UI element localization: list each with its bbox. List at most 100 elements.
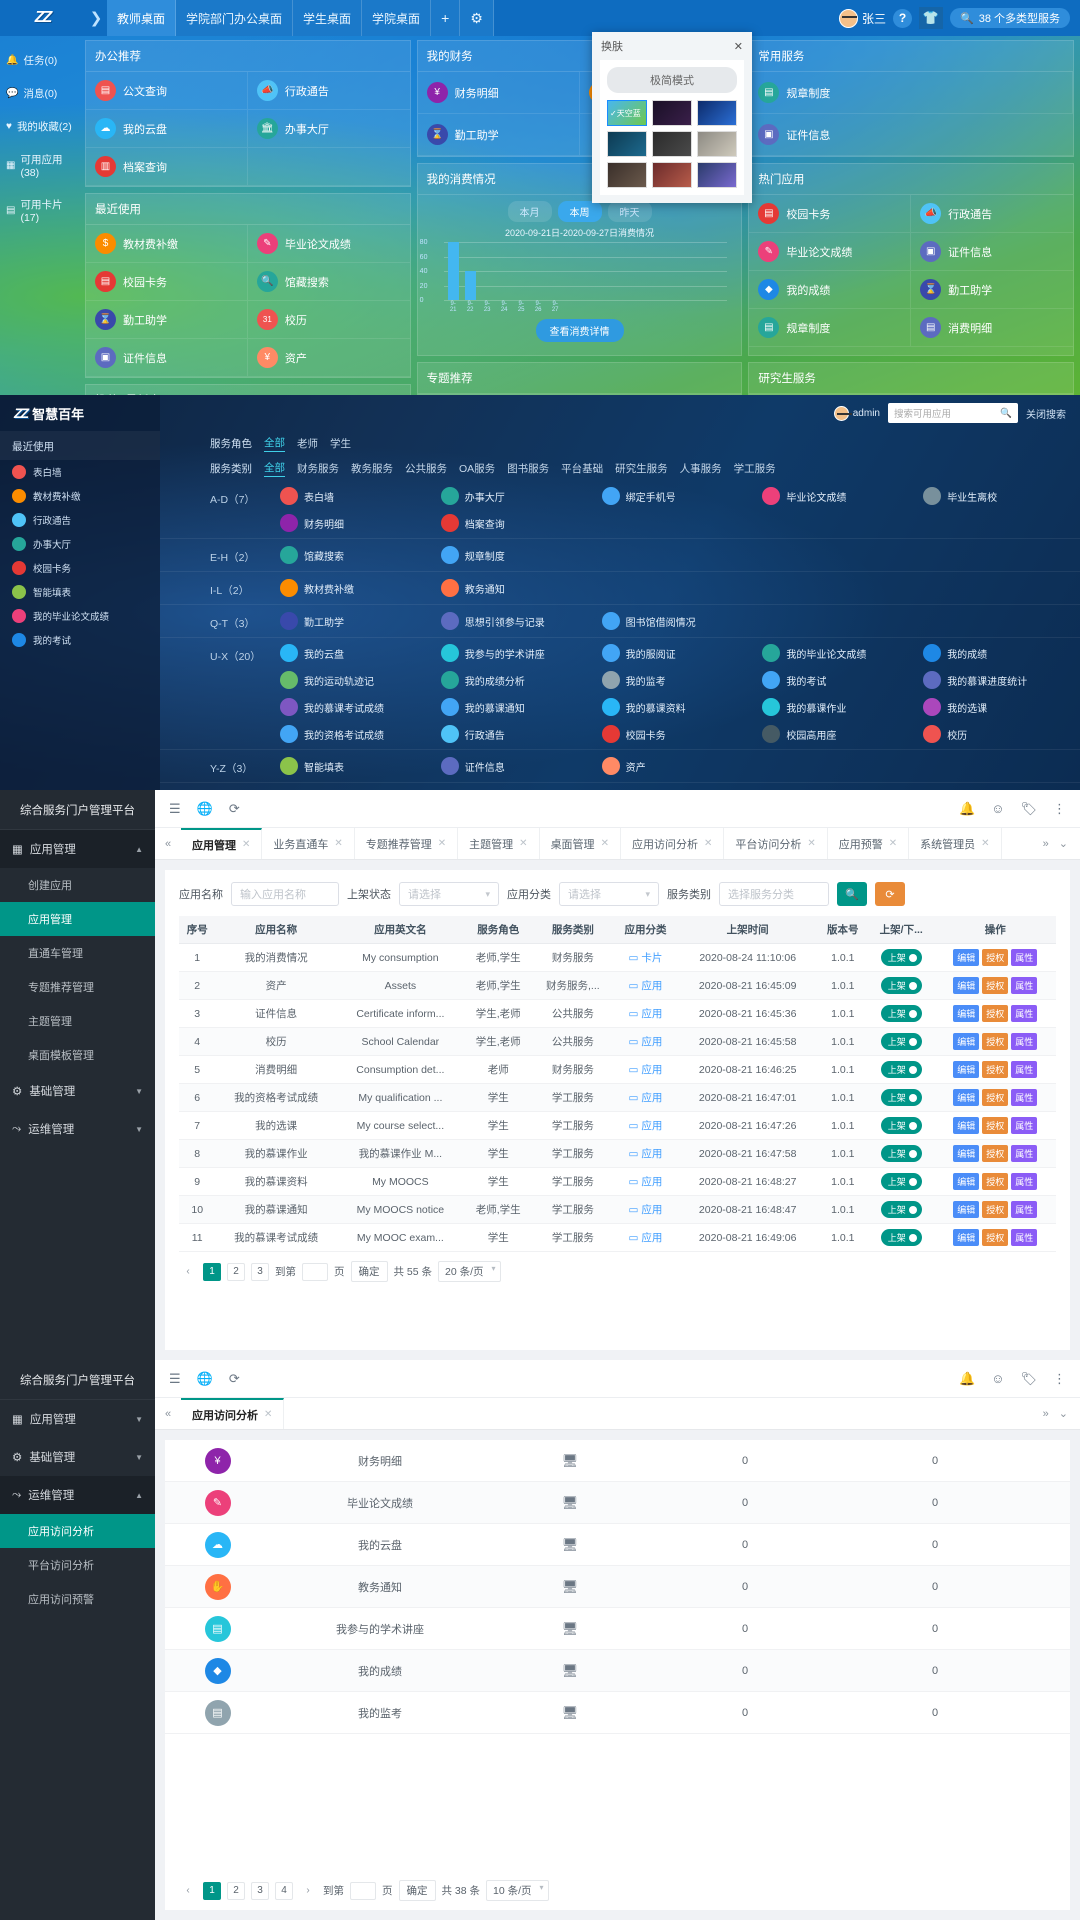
close-icon[interactable]: ✕ (242, 839, 251, 850)
sidebar-item-available-cards[interactable]: ▤ 可用卡片(17) (0, 188, 85, 233)
skin-swatch-8[interactable] (697, 162, 737, 188)
close-icon[interactable]: ✕ (334, 838, 343, 849)
range-week[interactable]: 本周 (557, 201, 602, 222)
filter-category-5[interactable]: 图书服务 (507, 463, 550, 475)
range-yesterday[interactable]: 昨天 (607, 201, 652, 222)
app-item[interactable]: 我的慕课考试成绩 (280, 698, 437, 716)
face-icon[interactable]: ☺ (991, 1370, 1005, 1386)
shelf-toggle[interactable]: 上架 (880, 1033, 922, 1050)
page-size-select[interactable]: 20 条/页 (438, 1261, 501, 1282)
app-consume-hot[interactable]: ▤ 消费明细 (911, 309, 1074, 347)
app-item[interactable]: 智能填表 (280, 756, 437, 776)
op-edit[interactable]: 编辑 (953, 949, 980, 966)
tab-1[interactable]: 业务直通车 ✕ (262, 828, 355, 859)
op-attribute[interactable]: 属性 (1011, 1229, 1038, 1246)
shelf-toggle[interactable]: 上架 (880, 1061, 922, 1078)
bar[interactable] (464, 271, 476, 300)
app-item[interactable]: 我的资格考试成绩 (280, 725, 437, 743)
cell-shelf[interactable]: 上架 (868, 1083, 935, 1112)
op-attribute[interactable]: 属性 (1011, 1089, 1038, 1106)
op-authorize[interactable]: 授权 (982, 1201, 1009, 1218)
table-row[interactable]: 9 我的慕课资料 My MOOCS 学生 学工服务 ▭ 应用 2020-08-21 16:4… (179, 1167, 1056, 1196)
filter-category-7[interactable]: 研究生服务 (615, 463, 668, 475)
page-size-select[interactable]: 10 条/页 (486, 1880, 549, 1901)
sidebar-item-topic-recommend[interactable]: 专题推荐管理 (28, 982, 94, 994)
brand-logo[interactable]: ZZ (0, 0, 85, 36)
globe-icon[interactable]: 🌐 (196, 1370, 213, 1386)
filter-category-9[interactable]: 学工服务 (733, 463, 776, 475)
filter-role-teacher[interactable]: 老师 (297, 438, 318, 450)
op-authorize[interactable]: 授权 (982, 1145, 1009, 1162)
cell-shelf[interactable]: 上架 (868, 1111, 935, 1140)
bar[interactable] (447, 242, 459, 300)
page-4[interactable]: 4 (275, 1881, 293, 1900)
page-2[interactable]: 2 (227, 1881, 245, 1900)
op-edit[interactable]: 编辑 (953, 1033, 980, 1050)
shelf-toggle[interactable]: 上架 (880, 1201, 922, 1218)
app-cert-info2[interactable]: ▣ 证件信息 (749, 114, 1074, 156)
bell-icon[interactable]: 🔔 (959, 1370, 976, 1386)
app-item[interactable]: 规章制度 (440, 545, 598, 565)
close-icon[interactable]: ✕ (703, 838, 713, 849)
op-attribute[interactable]: 属性 (1011, 949, 1038, 966)
app-item[interactable]: 绑定手机号 (601, 487, 759, 505)
analysis-row[interactable]: ✋ 教务通知 🖥 0 0 (165, 1566, 1070, 1608)
collapse-tabs-icon[interactable]: « (164, 837, 172, 850)
list-icon[interactable]: ☰ (169, 1370, 181, 1386)
cell-shelf[interactable]: 上架 (868, 999, 935, 1028)
tab-5[interactable]: 应用访问分析 ✕ (621, 828, 725, 859)
tab-6[interactable]: 平台访问分析 ✕ (724, 828, 828, 859)
op-edit[interactable]: 编辑 (953, 1089, 980, 1106)
service-search[interactable]: 🔍 38 个多类型服务 (950, 8, 1070, 28)
app-item[interactable]: 校园高用座 (762, 725, 919, 743)
sidebar-item-theme-management[interactable]: 主题管理 (28, 1016, 72, 1028)
op-authorize[interactable]: 授权 (982, 1229, 1009, 1246)
cell-shelf[interactable]: 上架 (868, 1055, 935, 1084)
close-search-button[interactable]: 关闭搜索 (1026, 409, 1066, 421)
shelf-toggle[interactable]: 上架 (880, 1117, 922, 1134)
recent-item[interactable]: 办事大厅 (0, 532, 160, 556)
cell-shelf[interactable]: 上架 (868, 1027, 935, 1056)
table-row[interactable]: 2 资产 Assets 老师,学生 财务服务,... ▭ 应用 2020-08-21 16:… (179, 971, 1056, 1000)
op-authorize[interactable]: 授权 (982, 1061, 1009, 1078)
app-thesis-hot[interactable]: ✎ 毕业论文成绩 (749, 233, 912, 271)
op-attribute[interactable]: 属性 (1011, 1145, 1038, 1162)
close-icon[interactable]: ✕ (733, 40, 743, 53)
filter-category-4[interactable]: OA服务 (459, 463, 496, 475)
cell-ops[interactable]: 编辑 授权 属性 (934, 971, 1056, 1000)
op-authorize[interactable]: 授权 (982, 1117, 1009, 1134)
tab-teacher-desktop[interactable]: 教师桌面 (107, 0, 177, 36)
app-rules[interactable]: ▤ 规章制度 (749, 72, 1074, 114)
app-archive[interactable]: ▥ 档案查询 (86, 148, 248, 186)
sidebar-item-app-management[interactable]: 应用管理 (0, 902, 155, 936)
op-attribute[interactable]: 属性 (1011, 1117, 1038, 1134)
shelf-toggle[interactable]: 上架 (880, 1173, 922, 1190)
tab-app-access-analysis[interactable]: 应用访问分析 ✕ (181, 1398, 285, 1429)
tab-college-office-desktop[interactable]: 学院部门办公桌面 (176, 0, 294, 36)
app-name-input[interactable]: 输入应用名称 (231, 882, 339, 906)
skin-swatch-7[interactable] (652, 162, 692, 188)
sidebar-group-app-management[interactable]: ▦ 应用管理 ▼ (0, 1400, 155, 1438)
recent-item[interactable]: 教材费补缴 (0, 484, 160, 508)
app-item[interactable]: 勤工助学 (280, 611, 437, 631)
recent-item[interactable]: 表白墙 (0, 460, 160, 484)
app-item[interactable]: 我的监考 (601, 671, 759, 689)
cell-shelf[interactable]: 上架 (868, 943, 935, 972)
app-hall[interactable]: 🏛 办事大厅 (247, 110, 410, 148)
close-icon[interactable]: ✕ (519, 838, 528, 849)
shelf-toggle[interactable]: 上架 (880, 1089, 922, 1106)
recent-item[interactable]: 行政通告 (0, 508, 160, 532)
prev-page-icon[interactable]: ‹ (186, 1266, 190, 1277)
refresh-icon[interactable]: ⟳ (228, 800, 240, 816)
op-edit[interactable]: 编辑 (953, 1173, 980, 1190)
filter-category-8[interactable]: 人事服务 (679, 463, 722, 475)
app-workstudy-hot[interactable]: ⌛ 勤工助学 (911, 271, 1074, 309)
goto-input[interactable] (350, 1881, 376, 1900)
op-edit[interactable]: 编辑 (953, 977, 980, 994)
cell-shelf[interactable]: 上架 (868, 1223, 935, 1252)
app-item[interactable]: 办事大厅 (440, 487, 598, 505)
sidebar-item-messages[interactable]: 💬 消息(0) (0, 77, 85, 110)
settings-gear-icon[interactable]: ⚙ (460, 0, 494, 36)
search-button[interactable]: 🔍 (837, 882, 867, 906)
op-authorize[interactable]: 授权 (982, 977, 1009, 994)
